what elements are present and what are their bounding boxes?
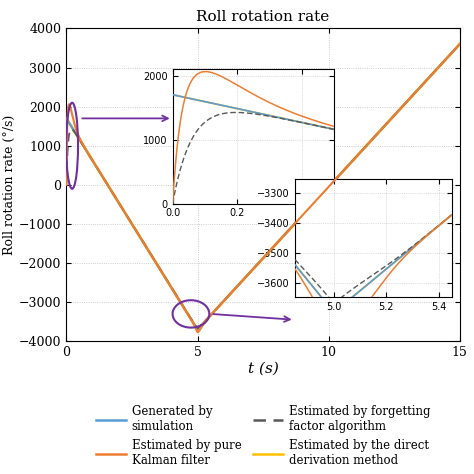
- Y-axis label: Roll rotation rate (°/s): Roll rotation rate (°/s): [3, 115, 16, 255]
- Title: Roll rotation rate: Roll rotation rate: [196, 10, 330, 25]
- Legend: Generated by
simulation, Estimated by pure
Kalman filter, Estimated by forgettin: Generated by simulation, Estimated by pu…: [91, 401, 435, 472]
- X-axis label: t (s): t (s): [247, 362, 279, 376]
